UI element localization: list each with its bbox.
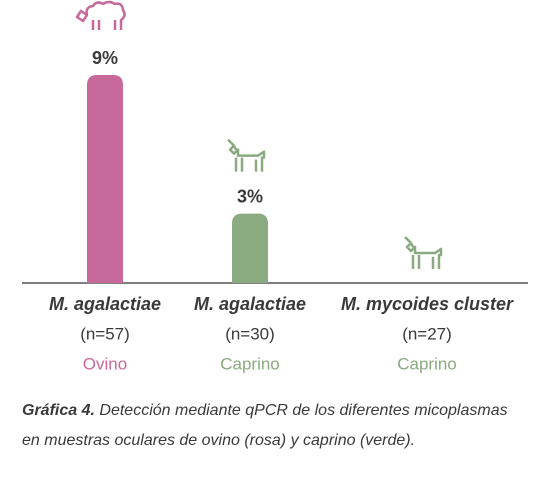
- sample-size: (n=57): [80, 324, 130, 343]
- icon-shape: [227, 138, 266, 172]
- species-label: Caprino: [220, 354, 280, 373]
- caption: Gráfica 4. Detección mediante qPCR de lo…: [22, 396, 522, 456]
- goat-icon: [404, 236, 443, 269]
- value-label: 3%: [237, 186, 263, 206]
- bar: [87, 75, 123, 283]
- icon-shape: [404, 236, 443, 269]
- x-tick-label: M. agalactiae: [194, 294, 306, 314]
- bar: [232, 213, 268, 283]
- sample-size: (n=27): [402, 324, 452, 343]
- x-tick-label: M. agalactiae: [49, 294, 161, 314]
- caption-text: Detección mediante qPCR de los diferente…: [22, 402, 508, 449]
- sample-size: (n=30): [225, 324, 275, 343]
- goat-icon: [227, 138, 266, 172]
- chart: 9% M. agalactiae (n=57) Ovino 3% M. agalactia…: [22, 0, 528, 373]
- species-label: Caprino: [397, 354, 457, 373]
- icon-shape: [75, 0, 126, 30]
- species-label: Ovino: [83, 354, 127, 373]
- sheep-icon: [75, 0, 126, 30]
- x-tick-label: M. mycoides cluster: [341, 294, 514, 314]
- value-label: 9%: [92, 48, 118, 68]
- caption-label: Gráfica 4.: [22, 402, 95, 419]
